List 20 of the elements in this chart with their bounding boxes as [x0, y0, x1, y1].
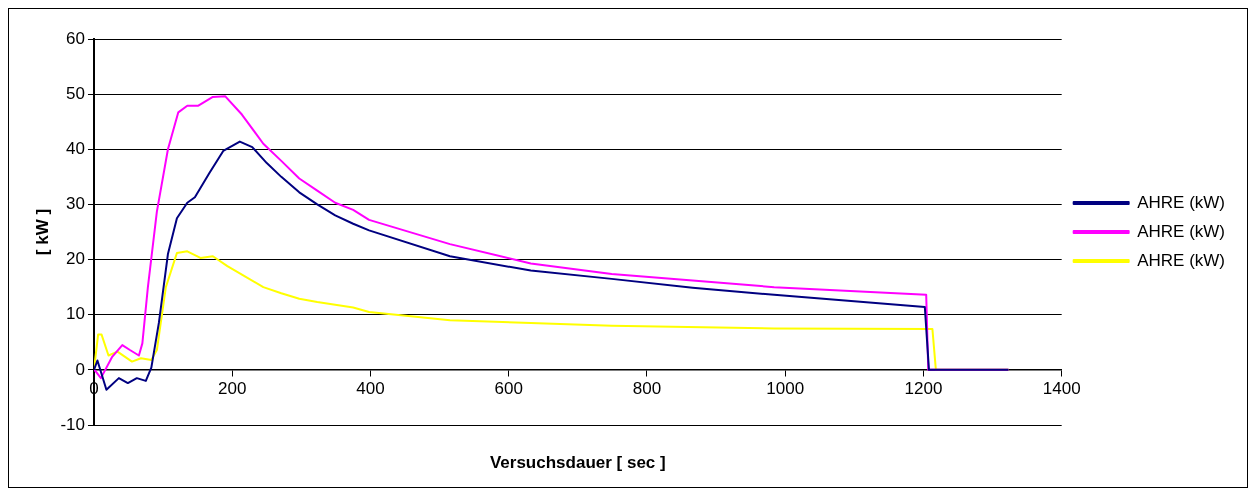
x-tick-label: 1400 — [1042, 378, 1081, 398]
y-tick-label: -10 — [60, 414, 85, 434]
x-tick-label: 1000 — [766, 378, 805, 398]
legend-label: AHRE (kW) — [1137, 192, 1226, 212]
y-tick-label: 50 — [66, 83, 85, 103]
y-tick-label: 10 — [66, 304, 85, 324]
legend-label: AHRE (kW) — [1137, 221, 1226, 241]
x-axis-title: Versuchsdauer [ sec ] — [489, 452, 666, 472]
x-tick-label: 600 — [494, 378, 523, 398]
x-tick-label: 400 — [356, 378, 385, 398]
x-tick-label: 800 — [632, 378, 662, 398]
y-tick-label: 20 — [66, 249, 85, 269]
y-tick-label: 30 — [66, 194, 85, 214]
y-tick-label: 60 — [66, 28, 85, 48]
x-tick-label: 200 — [218, 378, 247, 398]
x-tick-label: 1200 — [904, 378, 943, 398]
y-tick-label: 0 — [75, 359, 85, 379]
y-tick-label: 40 — [66, 138, 85, 158]
y-axis-title: [ kW ] — [32, 208, 52, 256]
legend-label: AHRE (kW) — [1137, 250, 1226, 270]
